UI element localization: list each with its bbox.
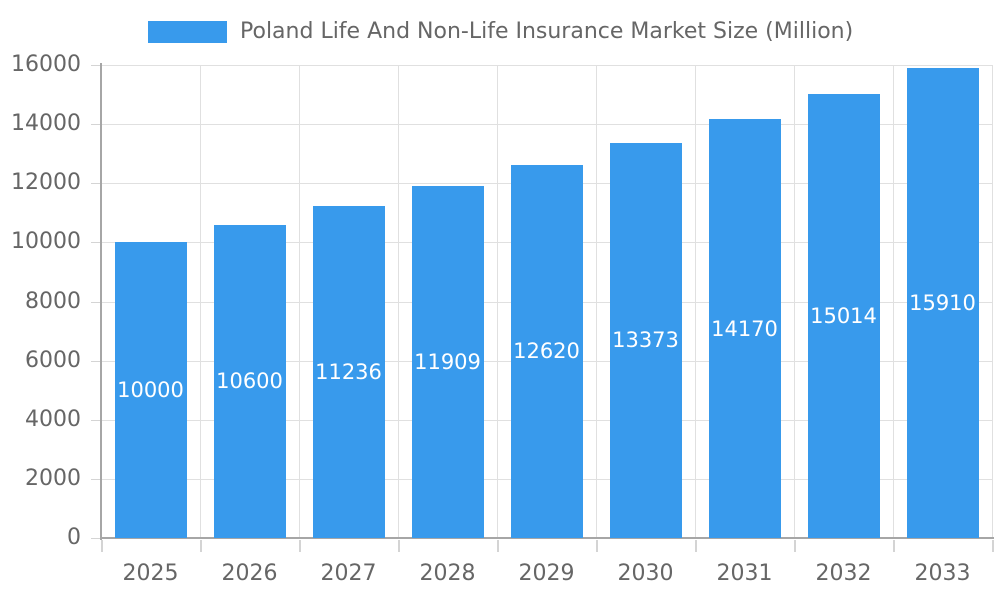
bar-value-label: 11236 [315, 360, 382, 384]
x-axis-tick-label: 2033 [914, 561, 971, 586]
bar-value-label: 12620 [513, 339, 580, 363]
bar-value-label: 14170 [711, 317, 778, 341]
x-axis-tick [596, 540, 598, 552]
y-axis-tick [91, 479, 101, 480]
x-axis-tick-label: 2030 [617, 561, 674, 586]
x-axis-tick [893, 540, 895, 552]
gridline-vertical [596, 65, 597, 538]
x-axis-tick-label: 2032 [815, 561, 872, 586]
y-axis-tick-label: 12000 [11, 170, 81, 195]
y-axis-tick-label: 8000 [25, 289, 81, 314]
x-axis-tick [497, 540, 499, 552]
bar-value-label: 15910 [909, 291, 976, 315]
x-axis-tick [200, 540, 202, 552]
bar[interactable] [808, 94, 880, 538]
bar[interactable] [115, 242, 187, 538]
y-axis-tick-label: 2000 [25, 466, 81, 491]
bar-value-label: 10600 [216, 369, 283, 393]
bar[interactable] [907, 68, 979, 538]
bar[interactable] [511, 165, 583, 538]
x-axis-tick [299, 540, 301, 552]
gridline-vertical [794, 65, 795, 538]
y-axis-tick [91, 124, 101, 125]
x-axis-tick-label: 2029 [518, 561, 575, 586]
bar[interactable] [709, 119, 781, 538]
legend-swatch [148, 21, 227, 43]
y-axis-tick-label: 16000 [11, 52, 81, 77]
y-axis-tick [91, 65, 101, 66]
gridline-vertical [992, 65, 993, 538]
y-axis-tick [91, 538, 101, 539]
legend-label: Poland Life And Non-Life Insurance Marke… [240, 19, 854, 44]
gridline-vertical [497, 65, 498, 538]
gridline-vertical [695, 65, 696, 538]
bar-value-label: 13373 [612, 328, 679, 352]
gridline-vertical [299, 65, 300, 538]
x-axis-tick [398, 540, 400, 552]
y-axis-tick-label: 6000 [25, 348, 81, 373]
gridline-vertical [398, 65, 399, 538]
gridline-vertical [200, 65, 201, 538]
y-axis-tick-label: 10000 [11, 229, 81, 254]
bar-value-label: 10000 [117, 378, 184, 402]
x-axis-tick [101, 540, 103, 552]
y-axis-tick-label: 4000 [25, 407, 81, 432]
y-axis-tick-label: 0 [67, 525, 81, 550]
x-axis-tick [992, 540, 994, 552]
x-axis-tick-label: 2027 [320, 561, 377, 586]
x-axis-tick-label: 2026 [221, 561, 278, 586]
gridline-horizontal [101, 65, 992, 66]
bar-value-label: 11909 [414, 350, 481, 374]
y-axis-tick [91, 420, 101, 421]
x-axis-tick-label: 2028 [419, 561, 476, 586]
x-axis-tick [695, 540, 697, 552]
gridline-vertical [893, 65, 894, 538]
gridline-horizontal [101, 124, 992, 125]
y-axis-line [100, 63, 102, 540]
bar[interactable] [610, 143, 682, 538]
x-axis-line [100, 537, 994, 539]
bar[interactable] [313, 206, 385, 538]
x-axis-tick-label: 2025 [122, 561, 179, 586]
y-axis-tick-label: 14000 [11, 111, 81, 136]
y-axis-tick [91, 242, 101, 243]
y-axis-tick [91, 302, 101, 303]
chart-legend[interactable]: Poland Life And Non-Life Insurance Marke… [148, 21, 853, 43]
x-axis-tick-label: 2031 [716, 561, 773, 586]
y-axis-tick [91, 183, 101, 184]
x-axis-tick [794, 540, 796, 552]
bar[interactable] [214, 225, 286, 538]
y-axis-tick [91, 361, 101, 362]
bar[interactable] [412, 186, 484, 538]
bar-value-label: 15014 [810, 304, 877, 328]
